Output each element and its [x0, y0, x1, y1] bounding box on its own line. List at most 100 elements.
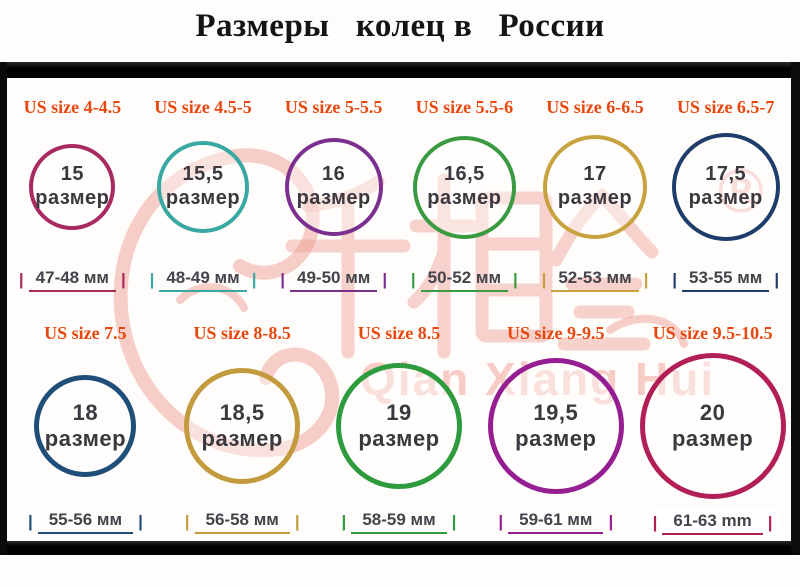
ring-size-number: 17,5 — [705, 163, 747, 186]
page-title: Размеры колец в России — [195, 8, 605, 44]
mm-range: | 49-50 мм | — [280, 268, 387, 292]
tick-bar: | — [672, 270, 678, 289]
us-size-label: US size 8-8.5 — [193, 322, 291, 343]
ring-size-number: 19,5 — [533, 400, 579, 426]
tick-bar: | — [608, 512, 614, 531]
tick-bar: | — [498, 512, 504, 531]
ring-circle-16: 16 размер — [284, 138, 383, 236]
ring-size-number: 16 — [322, 163, 346, 186]
mm-value: 50-52 мм — [420, 268, 509, 292]
ring-circle-17: 17 размер — [543, 135, 648, 239]
tick-bar: | — [251, 270, 257, 289]
ring-circle-15: 15 размер — [29, 144, 116, 230]
ring-size-number: 17 — [583, 163, 607, 186]
ring-size-word: размер — [557, 187, 633, 209]
mm-range: | 47-48 мм | — [19, 268, 126, 292]
mm-value: 56-58 мм — [194, 510, 290, 534]
ring-circle-20: 20 размер — [639, 353, 786, 499]
tick-bar: | — [18, 270, 24, 289]
ring-size-number: 18,5 — [219, 400, 265, 426]
top-divider-bar — [0, 62, 800, 78]
ring-circle-17-5: 17,5 размер — [671, 133, 780, 241]
ring-size-word: размер — [44, 426, 127, 451]
bottom-divider-bar — [0, 541, 800, 555]
ring-circle-15-5: 15,5 размер — [157, 141, 249, 233]
mm-range: | 56-58 мм | — [185, 510, 300, 534]
mm-range: | 59-61 мм | — [498, 510, 613, 534]
ring-circle-19-5: 19,5 размер — [487, 358, 624, 494]
tick-bar: | — [341, 512, 347, 531]
mm-range: | 58-59 мм | — [341, 510, 457, 534]
tick-bar: | — [294, 512, 300, 531]
us-size-label: US size 5-5.5 — [284, 96, 383, 117]
tick-bar: | — [149, 270, 155, 289]
ring-size-word: размер — [515, 426, 597, 451]
tick-bar: | — [451, 512, 457, 531]
ring-circle-18: 18 размер — [34, 375, 137, 477]
mm-value: 49-50 мм — [290, 268, 378, 292]
us-size-label: US size 5.5-6 — [415, 96, 514, 117]
tick-bar: | — [652, 513, 658, 532]
ring-size-number: 16,5 — [443, 163, 485, 186]
mm-value: 59-61 мм — [508, 510, 604, 534]
mm-value: 53-55 мм — [682, 268, 770, 292]
ring-size-word: размер — [165, 187, 241, 209]
mm-range: | 53-55 мм | — [672, 268, 779, 292]
ring-size-word: размер — [35, 187, 110, 209]
ring-size-word: размер — [296, 187, 371, 209]
tick-bar: | — [184, 512, 190, 531]
tick-bar: | — [27, 512, 33, 531]
tick-bar: | — [382, 270, 388, 289]
tick-bar: | — [541, 270, 547, 289]
mm-range: | 52-53 мм | — [541, 268, 649, 292]
size-chart: US size 4-4.5 US size 4.5-5 US size 5-5.… — [7, 78, 791, 538]
ring-size-word: размер — [688, 187, 763, 209]
ring-size-number: 15,5 — [182, 163, 224, 186]
ring-size-number: 15 — [60, 163, 84, 186]
mm-value: 52-53 мм — [551, 268, 639, 292]
us-size-label: US size 9.5-10.5 — [652, 322, 773, 343]
ring-size-number: 20 — [699, 400, 726, 426]
mm-range-row-2: | 55-56 мм | | 56-58 мм | | 58-59 мм | |… — [7, 506, 791, 538]
tick-bar: | — [121, 270, 126, 289]
ring-row-1: 15 размер 15,5 размер 16 размер 16,5 раз… — [7, 128, 791, 246]
tick-bar: | — [643, 270, 649, 289]
tick-bar: | — [774, 270, 780, 289]
tick-bar: | — [138, 512, 143, 531]
ring-circle-18-5: 18,5 размер — [184, 368, 301, 484]
mm-range: | 50-52 мм | — [411, 268, 518, 292]
ring-size-word: размер — [427, 187, 502, 209]
us-size-label-row-2: US size 7.5 US size 8-8.5 US size 8.5 US… — [7, 320, 791, 346]
mm-range: | 48-49 мм | — [149, 268, 257, 292]
ring-size-word: размер — [201, 426, 283, 451]
ring-circle-19: 19 размер — [335, 363, 462, 489]
ring-size-word: размер — [671, 426, 754, 451]
us-size-label: US size 4-4.5 — [23, 96, 122, 117]
ring-size-number: 18 — [72, 400, 99, 426]
mm-value: 58-59 мм — [351, 510, 447, 534]
us-size-label-row-1: US size 4-4.5 US size 4.5-5 US size 5-5.… — [7, 94, 791, 120]
tick-bar: | — [767, 513, 773, 532]
us-size-label: US size 6-6.5 — [546, 96, 644, 117]
mm-value: 47-48 мм — [28, 268, 117, 292]
tick-bar: | — [513, 270, 518, 289]
us-size-label: US size 9-9.5 — [507, 322, 605, 343]
us-size-label: US size 6.5-7 — [676, 96, 775, 117]
tick-bar: | — [410, 270, 416, 289]
ring-size-number: 19 — [386, 400, 412, 426]
us-size-label: US size 8.5 — [357, 322, 441, 343]
us-size-label: US size 4.5-5 — [154, 96, 252, 117]
mm-value: 48-49 мм — [159, 268, 247, 292]
mm-range-row-1: | 47-48 мм | | 48-49 мм | | 49-50 мм | |… — [7, 264, 791, 296]
us-size-label: US size 7.5 — [44, 322, 127, 343]
ring-size-word: размер — [358, 426, 440, 451]
tick-bar: | — [280, 270, 285, 289]
left-edge-bar — [0, 62, 7, 555]
mm-value: 61-63 mm — [662, 511, 763, 535]
mm-range-highlighted: | 61-63 mm | — [645, 508, 780, 536]
mm-range: | 55-56 мм | — [28, 510, 143, 534]
mm-value: 55-56 мм — [37, 510, 134, 534]
right-edge-bar — [791, 62, 800, 555]
ring-row-2: 18 размер 18,5 размер 19 размер 19,5 раз… — [7, 352, 791, 500]
ring-circle-16-5: 16,5 размер — [412, 135, 516, 239]
